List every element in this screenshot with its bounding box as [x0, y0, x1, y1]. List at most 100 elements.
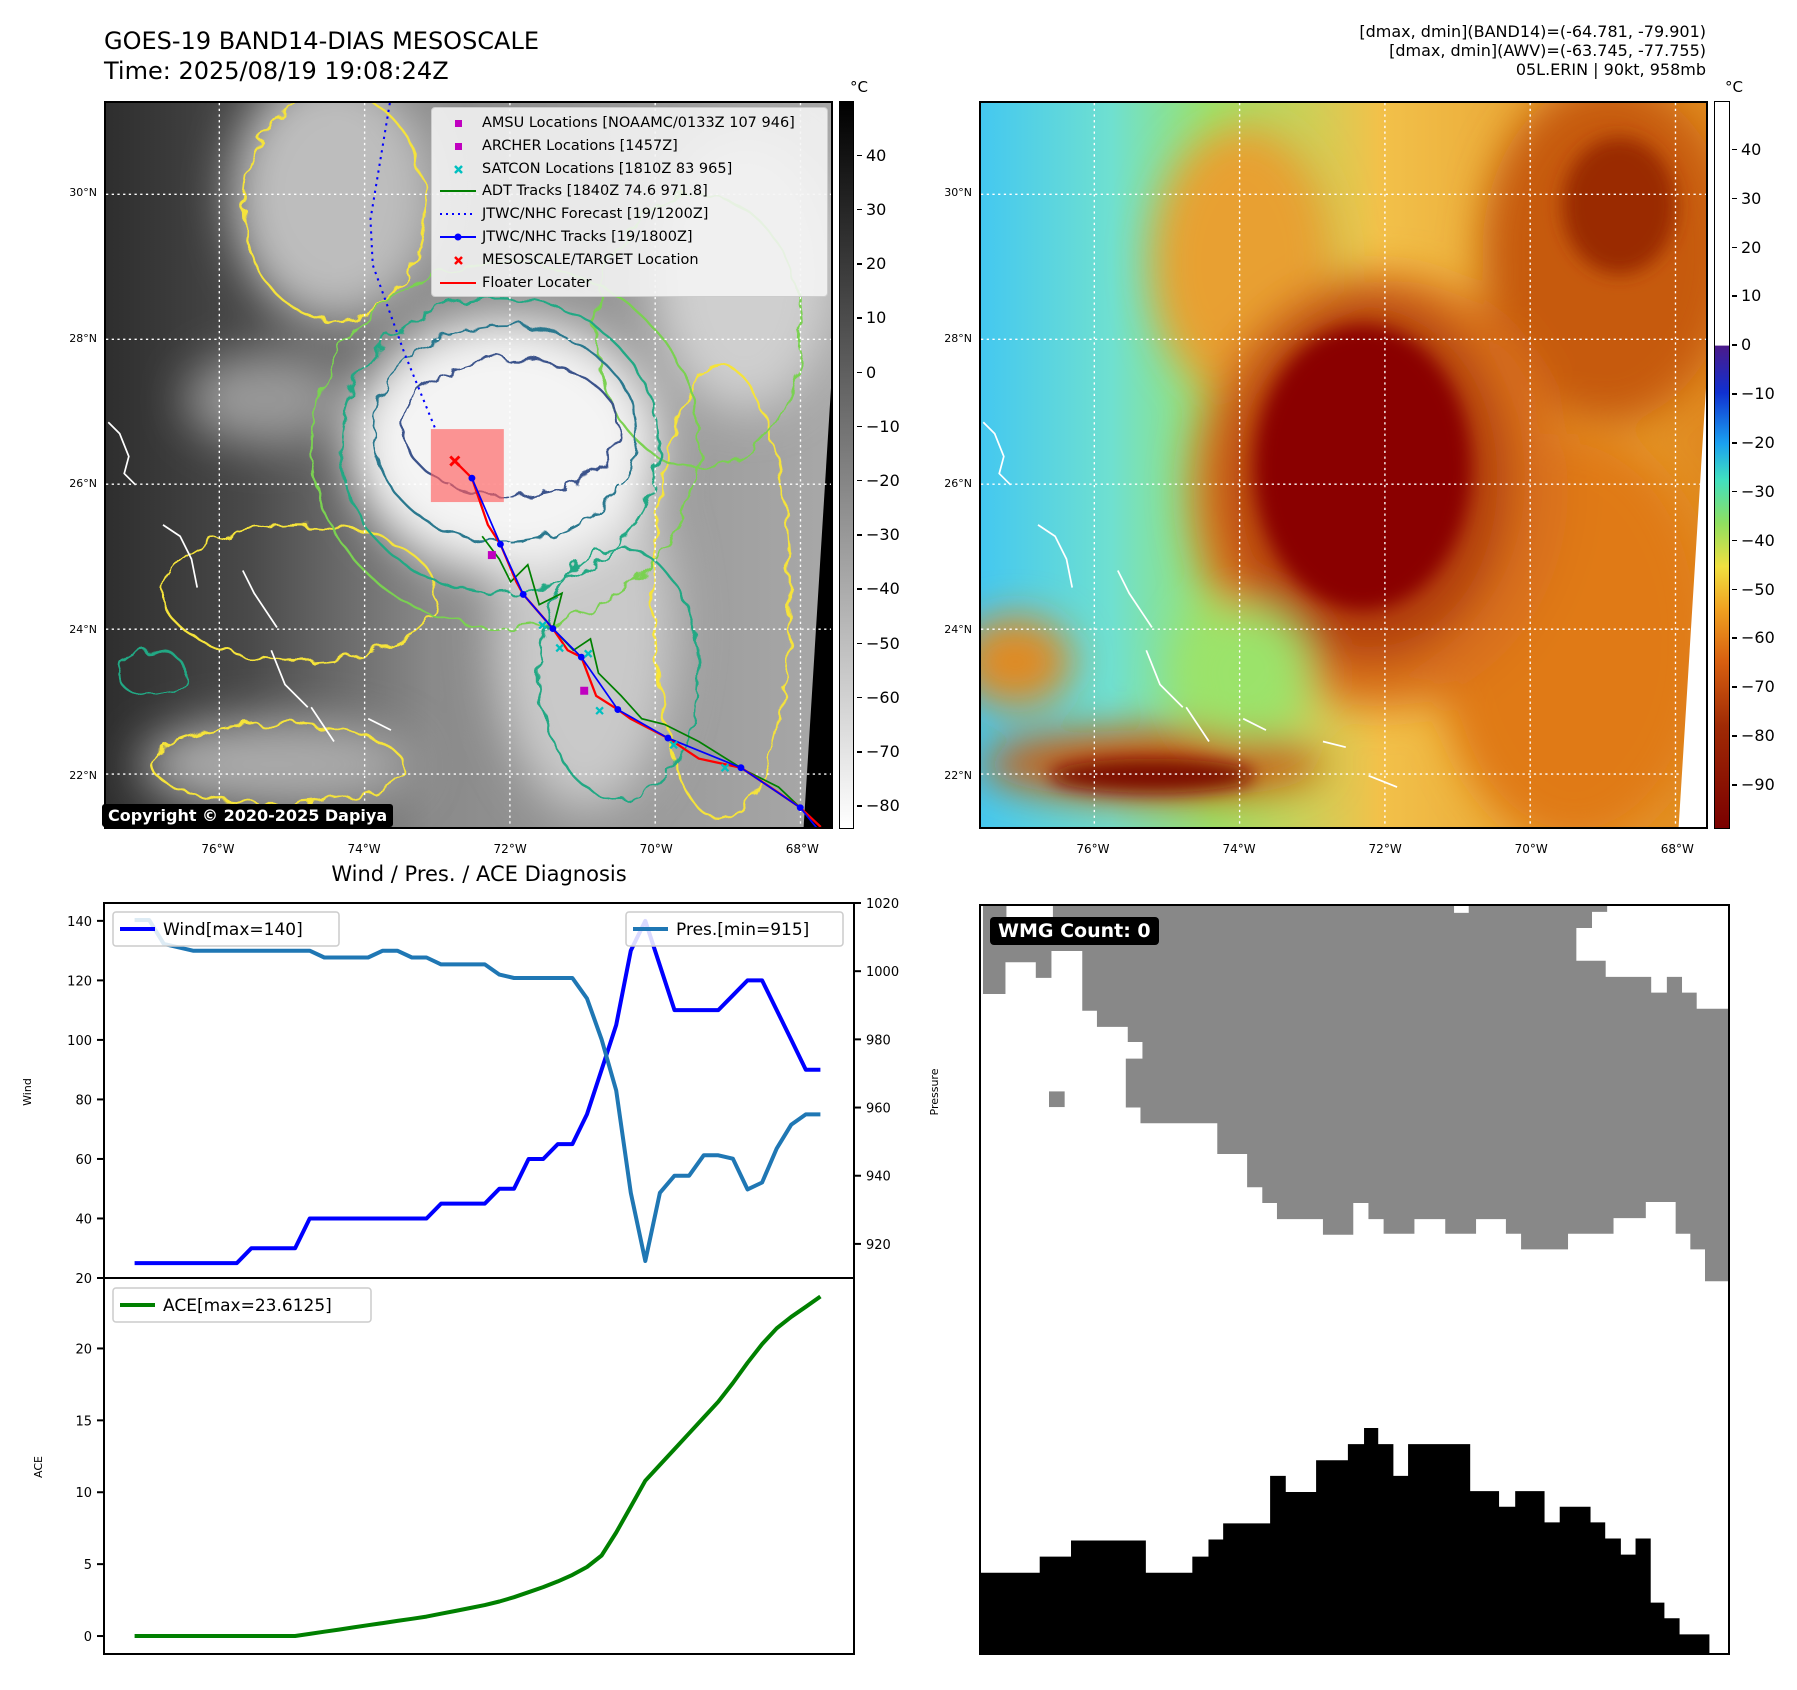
pressure-ytick-label: 980	[866, 1033, 891, 1048]
colorbar-tick-label: −40	[857, 579, 900, 599]
colorbar-right-unit: °C	[1725, 78, 1743, 96]
legend-marker-icon	[454, 164, 463, 174]
legend-marker-icon	[454, 255, 463, 265]
wind-ytick-label: 40	[75, 1212, 92, 1227]
wmg-gray-region	[982, 906, 1728, 1282]
pressure-axis-label: Pressure	[928, 1068, 941, 1115]
colorbar-tick-label: −70	[857, 742, 900, 762]
info-band14: [dmax, dmin](BAND14)=(-64.781, -79.901)	[1359, 22, 1706, 41]
ace-series-line	[134, 1294, 822, 1638]
wind-legend-label: Wind[max=140]	[163, 920, 303, 940]
colorbar-tick-label: −80	[857, 796, 900, 816]
legend-marker-icon	[455, 142, 462, 150]
wind-ytick-label: 20	[75, 1272, 92, 1287]
colorbar-tick-label: 30	[1731, 188, 1762, 208]
info-storm: 05L.ERIN | 90kt, 958mb	[1515, 60, 1706, 79]
pressure-ytick-label: 1000	[866, 965, 899, 980]
wind-ytick-label: 100	[67, 1034, 92, 1049]
archer-marker	[487, 551, 496, 560]
colorbar-tick-label: −60	[857, 687, 900, 707]
ace-ytick-label: 20	[75, 1342, 92, 1357]
colorbar-tick-label: −70	[1732, 677, 1775, 697]
colorbar-tick-label: −20	[1732, 433, 1775, 452]
colorbar-tick-label: −20	[857, 470, 900, 490]
satcon-markers	[538, 620, 730, 772]
awv-map	[979, 101, 1708, 829]
legend-marker-icon	[455, 120, 462, 127]
figure-title: GOES-19 BAND14-DIAS MESOSCALE Time: 2025…	[104, 26, 539, 86]
legend-label: Floater Locater	[482, 274, 592, 291]
colorbar-tick-label: 20	[1731, 237, 1762, 257]
wind-ytick-label: 120	[67, 974, 92, 989]
colorbar-tick-label: −90	[1732, 775, 1775, 795]
coastline	[107, 421, 392, 827]
lon-tick-label: 68°W	[785, 842, 819, 856]
ace-axis-label: ACE	[32, 1456, 45, 1478]
mesoscale-box	[430, 429, 504, 503]
wind-pressure-ace-charts: 2040608010012014092094096098010001020Win…	[21, 897, 941, 1655]
legend-label: ARCHER Locations [1457Z]	[482, 137, 678, 154]
colorbar-tick-label: −50	[1732, 579, 1775, 599]
lat-tick-label: 26°N	[944, 477, 972, 491]
wmg-panel	[979, 904, 1730, 1655]
colorbar-tick-label: 10	[1731, 286, 1762, 306]
lon-tick-label: 74°W	[347, 842, 381, 856]
legend-marker-icon	[440, 190, 476, 193]
legend-label: JTWC/NHC Tracks [19/1800Z]	[482, 229, 693, 245]
wind-series-line	[134, 918, 821, 1266]
ace-plot: 0 5 10 15 20 ACE[max=23.6125]	[75, 1287, 822, 1645]
colorbar-tick-label: 0	[1731, 335, 1752, 355]
lon-tick-label: 68°W	[1660, 842, 1694, 856]
ace-legend-label: ACE[max=23.6125]	[163, 1296, 332, 1316]
wind-pressure-plot: 20 40 60 80 100 120 140 920 940 960 980 1000 1020 Win…	[67, 897, 899, 1287]
wind-ytick-label: 80	[75, 1093, 92, 1108]
info-awv: [dmax, dmin](AWV)=(-63.745, -77.755)	[1389, 41, 1706, 60]
colorbar-tick-label: 20	[856, 254, 887, 274]
colorbar-left-unit: °C	[850, 78, 868, 96]
pressure-ytick-label: 920	[866, 1238, 891, 1253]
colorbar-tick-label: −30	[857, 525, 900, 545]
colorbar-tick-label: −80	[1732, 726, 1775, 746]
colorbar-tick-label: −50	[857, 633, 900, 653]
amsu-marker	[580, 686, 589, 695]
pressure-legend-label: Pres.[min=915]	[676, 920, 809, 940]
wind-axes	[103, 902, 855, 1279]
jtwc-track-points	[468, 474, 804, 812]
map-grid	[981, 103, 1706, 827]
lon-tick-label: 70°W	[1514, 842, 1548, 856]
colorbar-tick-label: 40	[856, 145, 887, 165]
wind-ytick-label: 140	[67, 915, 92, 930]
legend-label: JTWC/NHC Forecast [19/1200Z]	[482, 206, 709, 223]
title-line-2: Time: 2025/08/19 19:08:24Z	[104, 57, 449, 85]
colorbar-tick-label: 40	[1731, 139, 1762, 159]
lat-tick-label: 28°N	[944, 331, 972, 345]
lat-tick-label: 22°N	[944, 768, 972, 782]
legend-label: ADT Tracks [1840Z 74.6 971.8]	[482, 183, 708, 200]
pressure-ytick-label: 940	[866, 1170, 891, 1185]
diagnosis-title: Wind / Pres. / ACE Diagnosis	[331, 862, 627, 886]
legend-label: AMSU Locations [NOAAMC/0133Z 107 946]	[482, 115, 795, 131]
legend-marker-icon	[440, 281, 476, 284]
coastline	[982, 421, 1398, 788]
legend-label: MESOSCALE/TARGET Location	[482, 251, 699, 268]
lon-tick-label: 72°W	[493, 842, 527, 856]
lat-tick-label: 24°N	[69, 623, 97, 637]
wmg-black-region	[981, 1427, 1710, 1653]
ace-ytick-label: 5	[84, 1558, 92, 1573]
ace-ytick-label: 10	[75, 1486, 92, 1501]
ace-ytick-label: 15	[75, 1414, 92, 1429]
wmg-image	[981, 906, 1728, 1653]
colorbar-tick-label: −10	[1732, 384, 1775, 404]
colorbar-tick-label: 0	[856, 362, 877, 382]
colorbar-left	[839, 101, 854, 829]
jtwc-track	[471, 477, 818, 827]
colorbar-tick-label: 10	[856, 308, 887, 328]
lat-tick-label: 22°N	[69, 768, 97, 782]
adt-track	[481, 535, 822, 827]
wmg-count-badge: WMG Count: 0	[990, 917, 1159, 945]
colorbar-right	[1714, 101, 1730, 829]
target-location-marker	[449, 455, 461, 467]
ace-ytick-label: 0	[84, 1630, 92, 1645]
colorbar-tick-label: −10	[857, 416, 900, 436]
lon-tick-label: 76°W	[201, 842, 235, 856]
